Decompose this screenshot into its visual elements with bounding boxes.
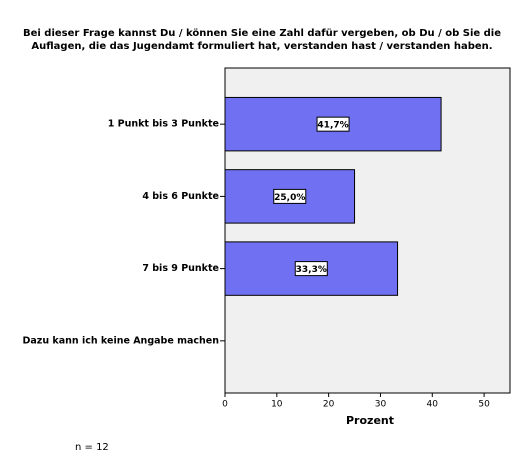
x-tick-label: 20 (323, 400, 335, 410)
value-label-box (294, 261, 328, 277)
value-label: 41,7% (317, 121, 348, 131)
x-tick-label: 0 (222, 400, 228, 410)
value-label-box (273, 188, 307, 204)
x-tick-label: 10 (271, 400, 283, 410)
chart-title: Bei dieser Frage kannst Du / können Sie … (23, 28, 501, 39)
value-label-box (316, 116, 350, 132)
y-tick-label: 7 bis 9 Punkte (142, 263, 219, 274)
y-tick-label: 1 Punkt bis 3 Punkte (108, 119, 219, 130)
x-tick-label: 50 (478, 400, 490, 410)
x-axis-label: Prozent (346, 414, 394, 427)
value-label: 33,3% (296, 265, 327, 275)
note: n = 12 (75, 442, 109, 453)
x-tick-label: 30 (375, 400, 387, 410)
y-tick-label: 4 bis 6 Punkte (142, 191, 219, 202)
x-tick-label: 40 (427, 400, 439, 410)
value-label: 25,0% (274, 193, 305, 203)
y-tick-label: Dazu kann ich keine Angabe machen (23, 335, 220, 346)
chart-title: Auflagen, die das Jugendamt formuliert h… (31, 41, 492, 52)
